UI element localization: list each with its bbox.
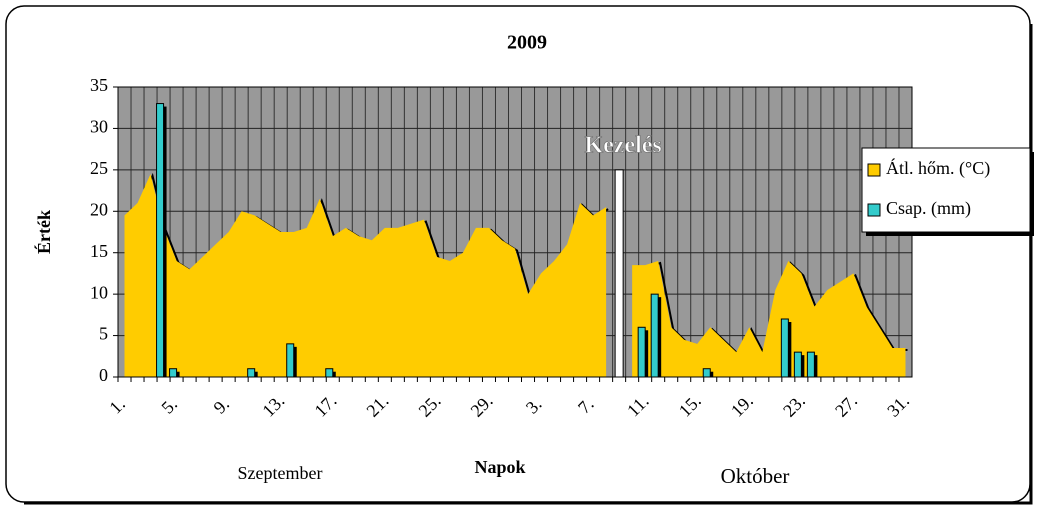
legend-label: Csap. (mm) xyxy=(886,198,971,219)
area xyxy=(124,174,607,377)
chart-title: 2009 xyxy=(507,32,547,54)
bar xyxy=(780,318,789,378)
marker-bar xyxy=(614,169,624,378)
bar xyxy=(247,368,256,378)
bar-shadow xyxy=(645,330,649,377)
bar xyxy=(793,351,802,378)
legend-label: Átl. hőm. (°C) xyxy=(886,157,990,179)
x-axis-label: Napok xyxy=(474,457,525,477)
bar-shadow xyxy=(801,355,805,377)
y-tick-label: 0 xyxy=(99,365,108,385)
legend xyxy=(861,147,1031,233)
y-tick-label: 10 xyxy=(90,282,108,302)
area xyxy=(632,261,906,377)
y-axis-label: Érték xyxy=(33,210,54,254)
bar-shadow xyxy=(293,346,297,377)
legend-swatch xyxy=(867,163,881,177)
y-tick-label: 20 xyxy=(90,199,108,219)
bar-shadow xyxy=(254,371,258,377)
bar xyxy=(806,351,815,378)
bar-shadow xyxy=(176,371,180,377)
legend-swatch xyxy=(867,203,881,217)
y-tick-label: 30 xyxy=(90,117,108,137)
y-tick-label: 25 xyxy=(90,158,108,178)
bar xyxy=(702,368,711,378)
bar xyxy=(650,293,659,378)
bar-shadow xyxy=(332,371,336,377)
bar-shadow xyxy=(814,355,818,377)
bar xyxy=(325,368,334,378)
month-label: Október xyxy=(721,464,790,488)
y-tick-label: 5 xyxy=(99,324,108,344)
bar xyxy=(169,368,178,378)
bar xyxy=(286,343,295,378)
bar xyxy=(637,326,646,378)
bar-shadow xyxy=(788,322,792,377)
bar-shadow xyxy=(163,106,167,378)
month-label: Szeptember xyxy=(238,463,323,483)
bar-shadow xyxy=(710,371,714,377)
y-tick-label: 15 xyxy=(90,241,108,261)
y-tick-label: 35 xyxy=(90,75,108,95)
bar xyxy=(156,103,165,378)
bar-shadow xyxy=(658,297,662,377)
marker-label: Kezelés xyxy=(584,132,661,158)
